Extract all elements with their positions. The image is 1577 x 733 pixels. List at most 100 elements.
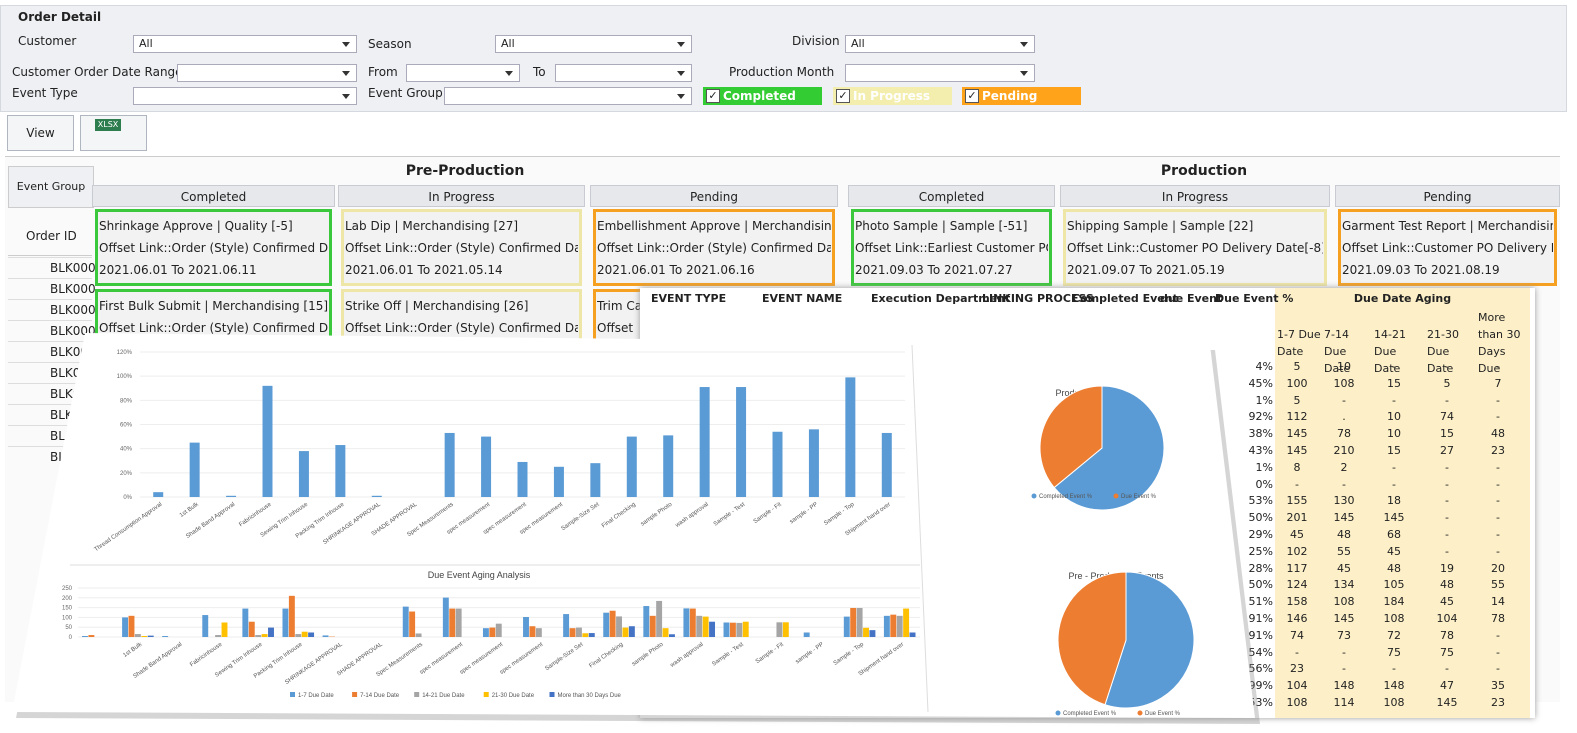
table-cell: 108 <box>1383 612 1405 625</box>
row-line <box>8 257 92 258</box>
table-cell: 117 <box>1286 561 1308 575</box>
table-cell: 15 <box>1387 376 1401 390</box>
bar <box>616 616 622 637</box>
dropdown[interactable] <box>555 64 692 82</box>
panel-divider <box>911 344 929 713</box>
dropdown[interactable] <box>444 87 692 105</box>
dropdown[interactable]: All <box>845 35 1035 53</box>
dropdown[interactable]: All <box>495 35 692 53</box>
filter-label: Division <box>792 34 840 48</box>
table-cell: 23 <box>1491 444 1505 457</box>
bar <box>535 628 542 637</box>
column-header: Pending <box>1335 185 1560 207</box>
table-cell: - <box>1392 360 1396 373</box>
chart-panel <box>12 333 1255 718</box>
table-cell: - <box>1496 528 1500 541</box>
filter-label: Customer Order Date Range <box>12 65 183 79</box>
bar <box>723 622 730 637</box>
table-cell: - <box>1342 645 1346 659</box>
table-cell: 145 <box>1333 612 1355 625</box>
bar <box>529 626 536 637</box>
order-id[interactable]: BLK000 <box>50 261 96 275</box>
table-cell: 104 <box>1286 679 1308 693</box>
bar <box>808 429 819 497</box>
bar <box>261 634 268 637</box>
table-cell: 43% <box>1248 444 1273 457</box>
table-cell: 56% <box>1248 662 1273 676</box>
card-text: Offset Link::Order (Style) Confirmed Dat… <box>99 321 328 335</box>
table-header: LINKING PROCESS <box>982 292 1094 305</box>
bar <box>863 627 869 637</box>
status-checkbox[interactable]: Pending <box>962 87 1081 105</box>
status-checkbox[interactable]: In Progress <box>833 87 952 105</box>
bar <box>322 635 329 637</box>
bar <box>221 622 228 637</box>
bar <box>582 633 589 637</box>
checkbox-box: ✓ <box>706 89 720 103</box>
table-cell: 10 <box>1387 427 1401 441</box>
event-card[interactable] <box>341 209 582 286</box>
table-cell: 108 <box>1333 595 1355 609</box>
dropdown[interactable] <box>406 64 520 82</box>
bar <box>288 595 295 637</box>
bar <box>444 432 455 497</box>
event-card[interactable] <box>95 209 332 286</box>
table-cell: - <box>1445 460 1449 474</box>
table-cell: 15 <box>1387 444 1401 457</box>
legend-label: Completed Event % <box>1063 711 1117 717</box>
event-card[interactable] <box>851 209 1052 286</box>
table-cell: 155 <box>1286 494 1308 508</box>
card-text: Offset Link::Customer PO Delivery Date[-… <box>1067 241 1323 255</box>
dropdown[interactable] <box>177 64 357 82</box>
table-cell: 35 <box>1491 679 1505 693</box>
bar <box>563 614 570 637</box>
table-cell: 145 <box>1436 696 1458 709</box>
table-cell: 145 <box>1383 511 1405 525</box>
table-cell: - <box>1342 393 1346 407</box>
bar <box>268 627 274 637</box>
table-cell: 148 <box>1333 679 1355 693</box>
table-cell: 74 <box>1290 628 1304 642</box>
table-cell: 108 <box>1286 696 1308 709</box>
bar <box>335 445 346 497</box>
dropdown[interactable] <box>845 64 1035 82</box>
table-cell: 48 <box>1337 528 1351 541</box>
card-text: Offset Link::Order (Style) Confirmed Dat… <box>345 321 578 335</box>
table-cell: 78 <box>1440 628 1454 642</box>
status-checkbox[interactable]: Completed <box>703 87 822 105</box>
legend-label: 7-14 Due Date <box>360 693 400 699</box>
y-tick-label: 50 <box>65 625 72 631</box>
filter-label: To <box>533 65 546 79</box>
table-cell: 145 <box>1333 511 1355 525</box>
table-cell: - <box>1295 477 1299 491</box>
chart-title: Due Event Aging Analysis <box>428 570 531 580</box>
view-button[interactable]: View <box>7 115 74 151</box>
table-cell: 20 <box>1491 561 1505 575</box>
dropdown[interactable] <box>133 87 357 105</box>
legend-swatch <box>483 692 489 697</box>
bar <box>402 606 409 637</box>
event-card[interactable] <box>593 209 835 286</box>
table-header: Completed Event <box>1072 292 1178 305</box>
table-subheader: More than 30 Days Due <box>1478 311 1521 375</box>
event-card[interactable] <box>1338 209 1557 286</box>
row-line <box>8 404 92 405</box>
table-cell: 45 <box>1337 561 1351 575</box>
bar <box>588 633 595 637</box>
column-header: Completed <box>848 185 1055 207</box>
aging-bg <box>1275 288 1530 718</box>
table-cell: 210 <box>1333 444 1355 457</box>
checkbox-box: ✓ <box>965 89 979 103</box>
event-card[interactable] <box>1063 209 1327 286</box>
legend-label: More than 30 Days Due <box>558 693 622 699</box>
order-id[interactable]: BLK000 <box>50 303 96 317</box>
table-cell: 108 <box>1333 376 1355 390</box>
table-cell: 145 <box>1286 427 1308 441</box>
table-cell: - <box>1392 662 1396 676</box>
table-cell: 50% <box>1248 578 1273 592</box>
order-id[interactable]: BLK000 <box>50 324 96 338</box>
dropdown[interactable]: All <box>133 35 357 53</box>
bar <box>729 622 736 637</box>
order-id[interactable]: BLK000 <box>50 282 96 296</box>
bar <box>689 608 696 637</box>
